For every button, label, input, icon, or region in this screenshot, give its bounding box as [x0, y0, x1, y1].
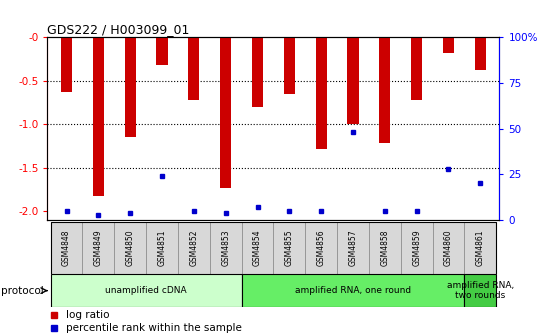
Bar [146, 222, 178, 274]
Bar [464, 274, 496, 307]
Text: GSM4860: GSM4860 [444, 229, 453, 266]
Bar [305, 222, 337, 274]
Bar [83, 222, 114, 274]
Bar [114, 222, 146, 274]
Bar [443, 37, 454, 53]
Text: log ratio: log ratio [65, 310, 109, 321]
Text: GSM4850: GSM4850 [126, 229, 134, 266]
Text: amplified RNA, one round: amplified RNA, one round [295, 286, 411, 295]
Bar [284, 37, 295, 94]
Bar [475, 37, 486, 70]
Bar [348, 37, 359, 124]
Bar [61, 37, 72, 92]
Bar [93, 37, 104, 196]
Text: GSM4848: GSM4848 [62, 229, 71, 266]
Text: GSM4855: GSM4855 [285, 229, 294, 266]
Bar [464, 222, 496, 274]
Text: protocol: protocol [1, 286, 44, 296]
Bar [178, 222, 210, 274]
Bar [411, 37, 422, 100]
Text: GSM4849: GSM4849 [94, 229, 103, 266]
Text: GSM4857: GSM4857 [349, 229, 358, 266]
Bar [156, 37, 167, 65]
Text: unamplified cDNA: unamplified cDNA [105, 286, 187, 295]
Text: GDS222 / H003099_01: GDS222 / H003099_01 [47, 23, 190, 36]
Bar [242, 222, 273, 274]
Text: amplified RNA,
two rounds: amplified RNA, two rounds [447, 281, 514, 300]
Bar [379, 37, 391, 143]
Bar [273, 222, 305, 274]
Text: percentile rank within the sample: percentile rank within the sample [65, 323, 242, 333]
Bar [316, 37, 327, 149]
Text: GSM4861: GSM4861 [476, 229, 485, 266]
Text: GSM4858: GSM4858 [381, 229, 389, 266]
Bar [401, 222, 432, 274]
Text: GSM4851: GSM4851 [157, 229, 166, 266]
Bar [432, 222, 464, 274]
Bar [252, 37, 263, 107]
Bar [369, 222, 401, 274]
Text: GSM4856: GSM4856 [316, 229, 326, 266]
Bar [188, 37, 199, 100]
Bar [242, 274, 464, 307]
Bar [124, 37, 136, 137]
Text: GSM4854: GSM4854 [253, 229, 262, 266]
Bar [220, 37, 231, 188]
Text: GSM4852: GSM4852 [189, 229, 198, 266]
Bar [51, 274, 242, 307]
Text: GSM4853: GSM4853 [221, 229, 230, 266]
Bar [210, 222, 242, 274]
Bar [51, 222, 83, 274]
Text: GSM4859: GSM4859 [412, 229, 421, 266]
Bar [337, 222, 369, 274]
